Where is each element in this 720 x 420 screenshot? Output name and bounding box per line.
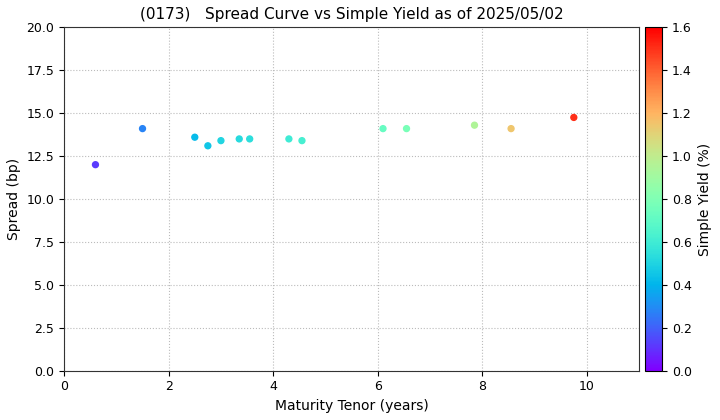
Point — [202, 142, 214, 149]
Point — [505, 125, 517, 132]
Point — [568, 114, 580, 121]
Point — [296, 137, 307, 144]
Point — [137, 125, 148, 132]
Point — [215, 137, 227, 144]
Point — [90, 161, 102, 168]
Title: (0173)   Spread Curve vs Simple Yield as of 2025/05/02: (0173) Spread Curve vs Simple Yield as o… — [140, 7, 564, 22]
Point — [244, 136, 256, 142]
Point — [283, 136, 294, 142]
Point — [233, 136, 245, 142]
Point — [469, 122, 480, 129]
Y-axis label: Simple Yield (%): Simple Yield (%) — [698, 142, 711, 256]
Point — [189, 134, 201, 141]
Y-axis label: Spread (bp): Spread (bp) — [7, 158, 21, 240]
Point — [401, 125, 413, 132]
X-axis label: Maturity Tenor (years): Maturity Tenor (years) — [275, 399, 428, 413]
Point — [377, 125, 389, 132]
